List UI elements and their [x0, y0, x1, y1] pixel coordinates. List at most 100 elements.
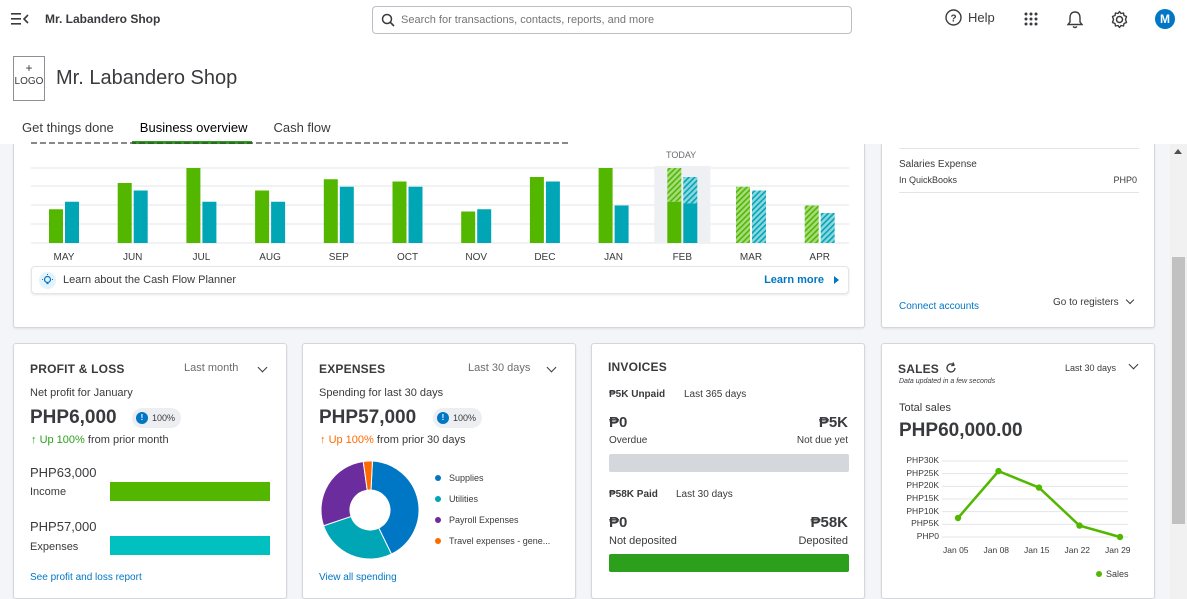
money-out-bar[interactable] — [820, 213, 835, 243]
expenses-bar[interactable] — [110, 536, 270, 555]
page-scrollbar[interactable] — [1170, 144, 1187, 599]
account-name[interactable]: Salaries Expense — [899, 159, 977, 170]
unpaid-bar[interactable] — [609, 454, 849, 472]
tab-cash-flow[interactable]: Cash flow — [273, 120, 331, 135]
money-out-bar[interactable] — [408, 186, 423, 243]
logo-plus-icon: + — [25, 61, 33, 75]
expense-category-legend-item[interactable]: Utilities — [435, 494, 478, 504]
not-deposited-label: Not deposited — [609, 535, 677, 547]
help-button[interactable]: ? Help — [945, 9, 995, 26]
expense-category-legend-item[interactable]: Supplies — [435, 473, 484, 483]
month-label: JUL — [192, 252, 211, 263]
y-tick-label: PHP0 — [916, 531, 939, 541]
money-out-bar[interactable] — [133, 190, 148, 244]
legend-label: Utilities — [449, 494, 479, 504]
money-out-bar[interactable] — [614, 205, 629, 244]
arrow-up-icon: ↑ — [320, 434, 326, 446]
money-out-bar[interactable] — [477, 209, 492, 243]
paid-bar[interactable] — [609, 554, 849, 572]
sales-legend: Sales — [1096, 569, 1129, 579]
notifications-bell-icon[interactable] — [1066, 10, 1084, 29]
refresh-icon[interactable] — [945, 362, 957, 374]
expenses-label: Expenses — [30, 541, 79, 553]
month-label: MAR — [739, 252, 763, 263]
money-out-bar[interactable] — [339, 186, 354, 243]
money-in-bar[interactable] — [598, 168, 613, 243]
money-in-bar[interactable] — [736, 186, 750, 243]
search-box[interactable] — [372, 6, 852, 34]
tab-get-things-done[interactable]: Get things done — [22, 120, 114, 135]
period-select[interactable]: Last 30 days — [468, 362, 531, 374]
invoices-card: INVOICES ₱5K Unpaid Last 365 days ₱0 Ove… — [591, 343, 865, 599]
not-deposited-amount: ₱0 — [609, 514, 628, 531]
period-select[interactable]: Last month — [184, 362, 239, 374]
overview-tabs: Get things done Business overview Cash f… — [22, 120, 357, 141]
money-in-bar[interactable] — [323, 179, 338, 243]
chevron-down-icon — [1126, 295, 1135, 305]
month-label: OCT — [396, 252, 419, 263]
sales-data-point[interactable] — [995, 467, 1002, 475]
money-out-bar[interactable] — [683, 203, 698, 243]
user-avatar[interactable]: M — [1155, 9, 1175, 29]
apps-grid-icon[interactable] — [1024, 12, 1038, 26]
sales-data-point[interactable] — [1076, 522, 1083, 529]
cash-flow-planner-banner[interactable]: Learn about the Cash Flow Planner Learn … — [31, 266, 849, 294]
search-icon — [381, 13, 395, 27]
total-sales-amount: PHP60,000.00 — [899, 420, 1023, 441]
chevron-down-icon[interactable] — [1128, 359, 1139, 370]
change-suffix: from prior month — [87, 434, 169, 446]
donut-slice[interactable] — [362, 460, 373, 491]
x-tick-label: Jan 05 — [943, 545, 969, 555]
profit-loss-card: PROFIT & LOSS Last month Net profit for … — [13, 343, 287, 599]
overdue-amount: ₱0 — [609, 414, 628, 431]
money-in-bar[interactable] — [117, 183, 132, 243]
money-in-bar[interactable] — [186, 168, 201, 243]
money-in-bar[interactable] — [667, 201, 682, 243]
add-logo-button[interactable]: + LOGO — [13, 56, 45, 101]
sales-data-point[interactable] — [954, 514, 962, 522]
settings-gear-icon[interactable] — [1110, 10, 1129, 29]
profit-loss-report-link[interactable]: See profit and loss report — [30, 572, 142, 583]
money-in-forecast-bar[interactable] — [667, 168, 682, 202]
today-label: TODAY — [666, 150, 697, 160]
money-out-bar[interactable] — [271, 201, 286, 243]
learn-more-link[interactable]: Learn more — [764, 274, 824, 286]
money-in-bar[interactable] — [461, 211, 476, 244]
money-out-bar[interactable] — [65, 201, 79, 243]
money-in-bar[interactable] — [49, 209, 63, 243]
expenses-donut-chart[interactable] — [320, 460, 420, 560]
money-out-bar[interactable] — [202, 201, 217, 243]
menu-collapse-icon[interactable] — [11, 11, 29, 27]
expense-category-legend-item[interactable]: Travel expenses - gene... — [435, 536, 550, 546]
account-source: In QuickBooks — [899, 175, 958, 185]
money-in-bar[interactable] — [392, 181, 407, 244]
month-label: APR — [809, 252, 830, 263]
search-input[interactable] — [401, 11, 841, 29]
month-label: JAN — [604, 252, 624, 263]
scroll-up-arrow-icon[interactable] — [1174, 149, 1182, 154]
donut-slice[interactable] — [320, 460, 368, 527]
money-out-forecast-bar[interactable] — [683, 177, 698, 204]
deposited-amount: ₱58K — [810, 514, 848, 531]
period-select[interactable]: Last 30 days — [1065, 363, 1117, 373]
income-bar[interactable] — [110, 482, 270, 501]
money-out-bar[interactable] — [545, 181, 560, 244]
connect-accounts-link[interactable]: Connect accounts — [899, 301, 980, 312]
view-all-spending-link[interactable]: View all spending — [319, 572, 397, 583]
sales-data-point[interactable] — [1035, 484, 1043, 491]
donut-slice[interactable] — [370, 460, 420, 555]
donut-slice[interactable] — [322, 515, 393, 560]
money-in-bar[interactable] — [804, 205, 819, 244]
money-in-bar[interactable] — [255, 190, 270, 244]
money-in-bar[interactable] — [529, 177, 544, 243]
sales-data-point[interactable] — [1116, 533, 1124, 541]
chevron-down-icon[interactable] — [257, 362, 268, 373]
month-label: MAY — [53, 252, 75, 263]
chevron-down-icon[interactable] — [546, 362, 557, 373]
go-to-registers-dropdown[interactable]: Go to registers — [1053, 295, 1135, 308]
month-label: JUN — [122, 252, 143, 263]
tab-business-overview[interactable]: Business overview — [139, 120, 248, 135]
expense-category-legend-item[interactable]: Payroll Expenses — [435, 515, 519, 525]
money-out-bar[interactable] — [752, 190, 766, 244]
scrollbar-thumb[interactable] — [1172, 257, 1185, 524]
